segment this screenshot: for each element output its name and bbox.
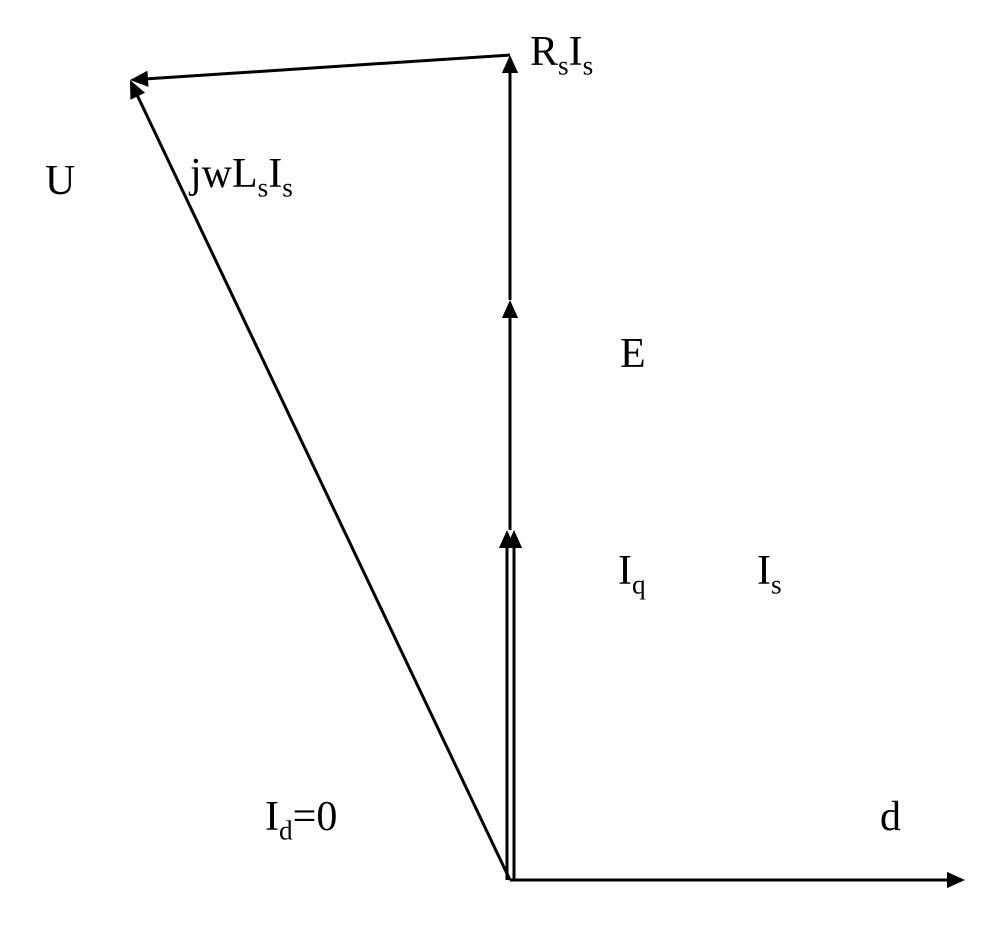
label-Iq: Iq: [618, 547, 646, 600]
label-Id0: Id=0: [265, 793, 337, 846]
label-E: E: [620, 330, 646, 378]
label-d: d: [880, 793, 901, 841]
label-U: U: [45, 157, 75, 205]
label-jwLsIs: jwLsIs: [190, 150, 293, 203]
label-Is: Is: [757, 547, 782, 600]
arrow-d-axis: [510, 872, 965, 888]
arrow-U: [130, 80, 510, 880]
arrow-RsIs: [502, 55, 518, 300]
vector-canvas: [0, 0, 1000, 943]
phasor-diagram: RsIs jwLsIs U E Iq Is Id=0 d: [0, 0, 1000, 943]
label-RsIs: RsIs: [530, 28, 593, 81]
arrow-E: [502, 300, 518, 530]
arrow-jwLsIs: [130, 55, 510, 87]
